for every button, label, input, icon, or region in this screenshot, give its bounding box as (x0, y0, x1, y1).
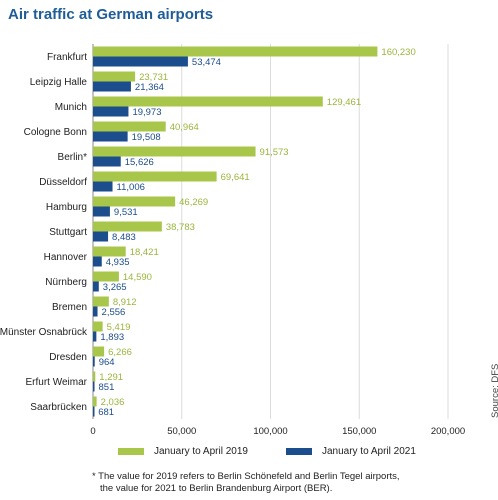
x-tick-label: 150,000 (342, 426, 376, 437)
value-label-2019: 14,590 (123, 272, 152, 283)
bar-2021 (93, 356, 95, 367)
bar-2019 (93, 396, 97, 407)
source-note: Source: DFS (490, 363, 498, 418)
bar-2019 (93, 296, 109, 307)
category-label: Dresden (49, 352, 87, 363)
legend-swatch-2021 (285, 448, 312, 455)
bar-2021 (93, 331, 97, 342)
value-label-2021: 4,935 (106, 257, 130, 268)
legend-label-2021: January to April 2021 (321, 446, 416, 457)
value-label-2021: 1,893 (100, 332, 124, 343)
value-label-2021: 11,006 (117, 182, 145, 193)
bar-2021 (93, 206, 110, 217)
value-label-2019: 160,230 (381, 47, 415, 58)
category-label: Erfurt Weimar (26, 377, 88, 388)
value-label-2019: 69,641 (221, 172, 250, 183)
bar-2019 (93, 371, 96, 382)
x-tick-label: 50,000 (167, 426, 196, 437)
bar-2021 (93, 156, 121, 167)
value-label-2021: 8,483 (112, 232, 136, 243)
category-label: Leipzig Halle (30, 77, 88, 88)
footnote: * The value for 2019 refers to Berlin Sc… (92, 471, 492, 495)
value-label-2019: 8,912 (113, 297, 137, 308)
category-label: Düsseldorf (39, 177, 87, 188)
bar-2019 (93, 96, 323, 107)
bar-chart: 0 50,000 100,000 150,000 200,000 Frankfurt 160… (0, 44, 465, 437)
bar-2019 (93, 121, 166, 132)
category-label: Munich (55, 102, 87, 113)
category-label: Münster Osnabrück (0, 327, 88, 338)
x-tick-label: 200,000 (431, 426, 465, 437)
value-label-2021: 21,364 (135, 82, 164, 93)
bar-2021 (93, 256, 102, 267)
value-label-2019: 46,269 (179, 197, 208, 208)
bar-2019 (93, 146, 256, 157)
category-label: Cologne Bonn (24, 127, 87, 138)
value-label-2021: 2,556 (102, 307, 126, 318)
bar-2019 (93, 246, 126, 257)
bar-2019 (93, 46, 378, 57)
x-tick-label: 0 (90, 426, 95, 437)
bar-2021 (93, 56, 188, 67)
value-label-2021: 15,626 (125, 157, 154, 168)
legend-item-2019: January to April 2019 (118, 446, 248, 457)
bar-2021 (93, 231, 109, 242)
value-label-2021: 9,531 (114, 207, 138, 218)
x-tick-label: 100,000 (253, 426, 287, 437)
bar-2021 (93, 81, 131, 92)
value-label-2021: 964 (99, 357, 115, 368)
value-label-2021: 3,265 (103, 282, 127, 293)
value-label-2019: 6,266 (108, 347, 132, 358)
legend-label-2019: January to April 2019 (154, 446, 248, 457)
bar-2019 (93, 221, 162, 232)
value-label-2019: 2,036 (101, 397, 125, 408)
legend: January to April 2019 January to April 2… (118, 446, 416, 457)
value-label-2019: 5,419 (107, 322, 131, 333)
value-label-2019: 23,731 (139, 72, 168, 83)
bar-2019 (93, 196, 176, 207)
value-label-2021: 851 (99, 382, 115, 393)
value-label-2019: 40,964 (170, 122, 199, 133)
value-label-2021: 681 (98, 407, 114, 418)
value-label-2021: 53,474 (192, 57, 221, 68)
bar-2019 (93, 71, 136, 82)
bar-2021 (93, 131, 128, 142)
value-label-2019: 129,461 (327, 97, 361, 108)
bar-2021 (93, 406, 95, 417)
bar-2021 (93, 106, 129, 117)
category-label: Berlin* (58, 152, 88, 163)
bar-2019 (93, 321, 103, 332)
value-label-2021: 19,973 (132, 107, 161, 118)
bars (93, 46, 378, 417)
bar-2021 (93, 181, 113, 192)
category-label: Stuttgart (49, 227, 87, 238)
category-label: Frankfurt (47, 52, 87, 63)
bar-2019 (93, 171, 217, 182)
bar-2021 (93, 381, 95, 392)
chart-title: Air traffic at German airports (8, 6, 214, 23)
category-label: Hamburg (46, 202, 87, 213)
bar-2021 (93, 306, 98, 317)
category-label: Bremen (52, 302, 87, 313)
value-label-2019: 1,291 (99, 372, 123, 383)
legend-swatch-2019 (118, 448, 144, 455)
labels: 0 50,000 100,000 150,000 200,000 Frankfurt 160… (0, 47, 465, 437)
category-label: Saarbrücken (30, 402, 87, 413)
footnote-line-1: * The value for 2019 refers to Berlin Sc… (92, 471, 400, 482)
value-label-2019: 91,573 (260, 147, 289, 158)
footnote-line-2: the value for 2021 to Berlin Brandenburg… (100, 483, 333, 494)
value-label-2019: 38,783 (166, 222, 195, 233)
value-label-2019: 18,421 (130, 247, 159, 258)
legend-item-2021: January to April 2021 (285, 446, 416, 457)
bar-2019 (93, 271, 119, 282)
bar-2021 (93, 281, 99, 292)
category-label: Hannover (44, 252, 88, 263)
bar-2019 (93, 346, 105, 357)
category-label: Nürnberg (45, 277, 87, 288)
value-label-2021: 19,508 (132, 132, 161, 143)
